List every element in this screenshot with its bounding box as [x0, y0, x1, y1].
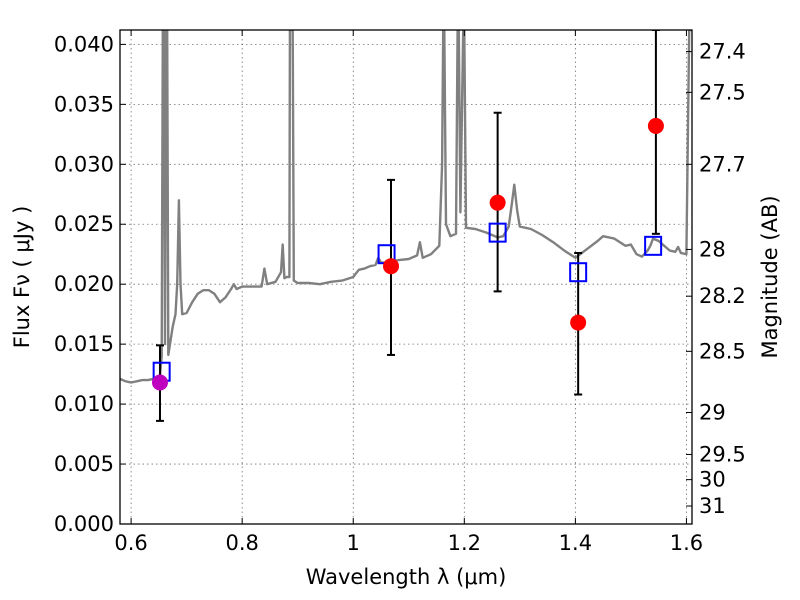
y2-tick-label: 29.5	[699, 442, 746, 466]
x-tick-label: 0.8	[225, 531, 258, 555]
y2-tick-label: 29	[699, 400, 726, 424]
y-tick-label: 0.025	[54, 212, 114, 236]
y2-tick-label: 27.7	[699, 152, 746, 176]
axis-ticks: 0.6 0.8 1 1.2 1.4 1.6 0.000 0.005 0.010 0.015 0.02…	[54, 30, 746, 555]
plot-frame	[119, 29, 693, 525]
x-tick-label: 1	[347, 531, 360, 555]
y-tick-label: 0.040	[54, 32, 114, 56]
y2-tick-label: 31	[699, 494, 726, 518]
x-tick-label: 1.6	[670, 531, 703, 555]
model-band-square	[488, 222, 507, 243]
y2-axis-title: Magnitude (AB)	[758, 195, 782, 358]
y2-tick-label: 27.4	[699, 40, 746, 64]
x-tick-label: 1.4	[559, 531, 592, 555]
y-tick-label: 0.015	[54, 332, 114, 356]
model-band-square	[569, 262, 588, 283]
y-tick-label: 0.005	[54, 452, 114, 476]
y-tick-label: 0.030	[54, 152, 114, 176]
y2-tick-label: 28	[699, 237, 726, 261]
photometry-point	[489, 194, 506, 211]
y2-tick-label: 27.5	[699, 80, 746, 104]
x-axis-title: Wavelength λ (μm)	[306, 565, 507, 589]
y-tick-label: 0.010	[54, 392, 114, 416]
y-axis-title: Flux Fν ( μJy )	[10, 206, 34, 349]
y-tick-label: 0.000	[54, 512, 114, 536]
x-tick-label: 1.2	[448, 531, 481, 555]
y2-tick-label: 28.5	[699, 339, 746, 363]
y-tick-label: 0.020	[54, 272, 114, 296]
y-tick-label: 0.035	[54, 92, 114, 116]
y2-tick-label: 30	[699, 468, 726, 492]
model-band-square	[644, 235, 663, 256]
photometry-point	[383, 258, 400, 275]
x-tick-label: 0.6	[114, 531, 147, 555]
photometry-point	[570, 314, 587, 331]
spectrum-line	[120, 30, 692, 384]
photometry-point	[647, 117, 664, 134]
optical-point	[151, 374, 168, 391]
plot-area	[120, 30, 692, 422]
y2-tick-label: 28.2	[699, 284, 746, 308]
